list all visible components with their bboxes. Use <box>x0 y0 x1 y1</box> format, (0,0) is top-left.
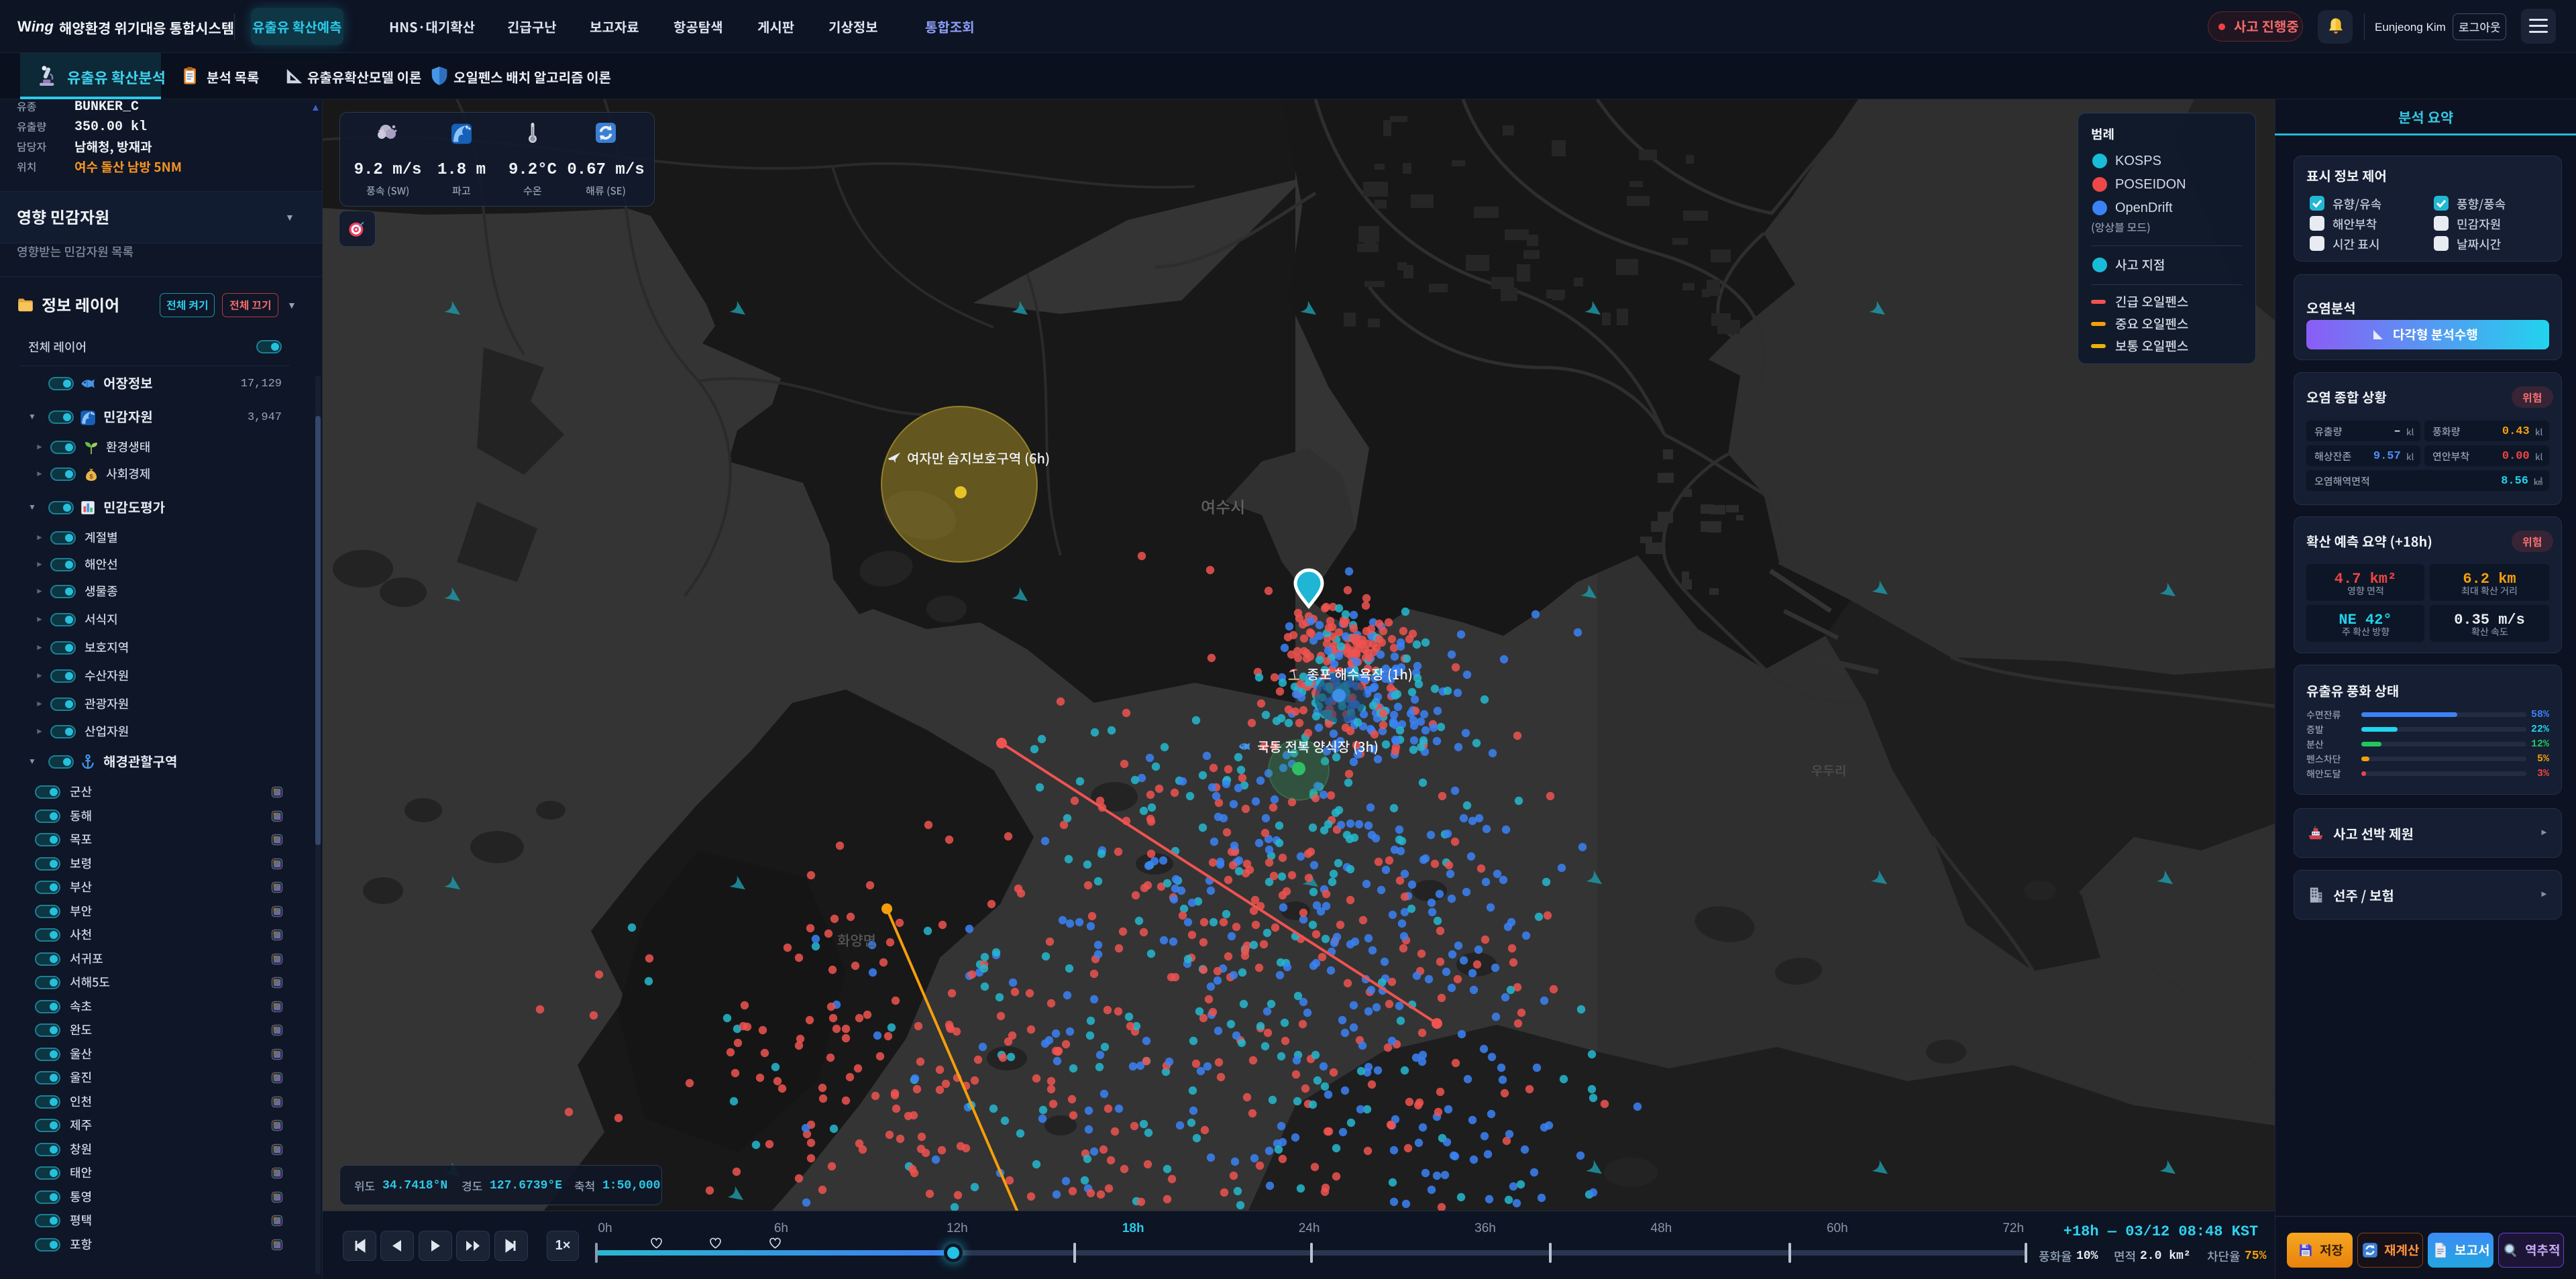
svg-text:$: $ <box>89 474 93 480</box>
